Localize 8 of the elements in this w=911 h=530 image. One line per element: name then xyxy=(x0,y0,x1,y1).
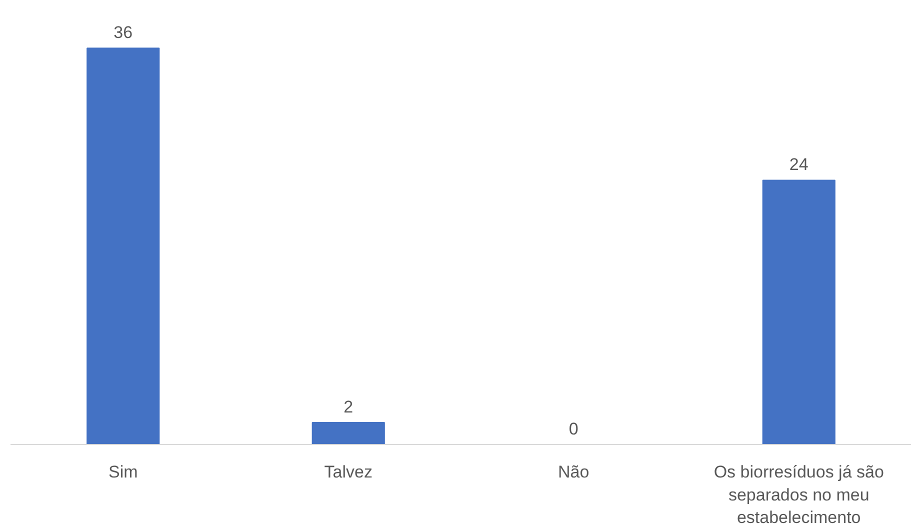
x-tick-label: Sim xyxy=(108,462,138,482)
data-label: 2 xyxy=(344,397,354,416)
x-tick-label: Não xyxy=(558,462,590,482)
data-label: 24 xyxy=(789,155,808,174)
data-label: 0 xyxy=(568,420,578,438)
x-tick-label: Talvez xyxy=(324,462,372,482)
x-tick-label: Os biorresíduos já são separados no meu estabelecimento xyxy=(714,462,884,528)
data-label: 36 xyxy=(114,23,133,42)
